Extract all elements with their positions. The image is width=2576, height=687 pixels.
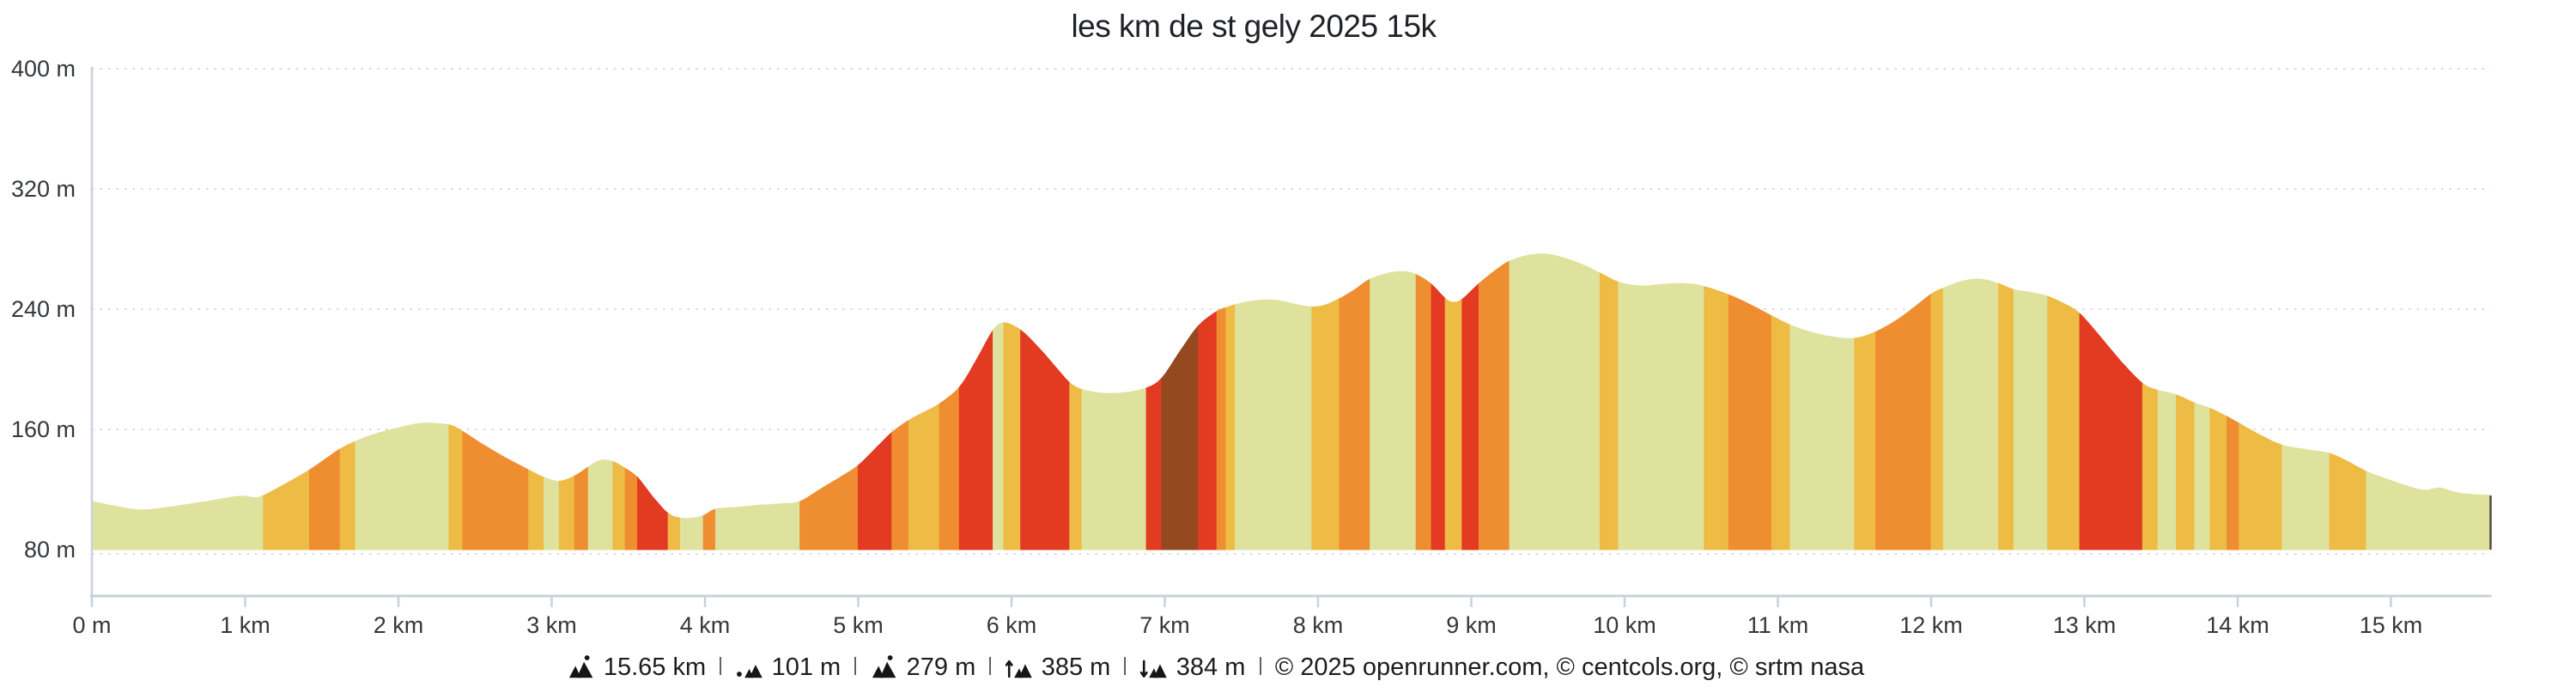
svg-text:3 km: 3 km	[526, 612, 577, 638]
separator: l	[1258, 654, 1262, 681]
max-elevation-value: 279 m	[906, 654, 976, 681]
svg-text:14 km: 14 km	[2206, 612, 2269, 638]
svg-text:8 km: 8 km	[1293, 612, 1344, 638]
chart-title: les km de st gely 2025 15k	[1071, 9, 1437, 44]
svg-text:4 km: 4 km	[680, 612, 731, 638]
svg-text:160 m: 160 m	[11, 416, 76, 442]
elevation-gain-value: 385 m	[1041, 654, 1111, 681]
distance-value: 15.65 km	[603, 654, 707, 681]
separator: l	[719, 654, 723, 681]
svg-text:80 m: 80 m	[24, 537, 76, 562]
elevation-loss-icon	[1139, 654, 1169, 682]
svg-text:2 km: 2 km	[374, 612, 424, 638]
credits-text: © 2025 openrunner.com, © centcols.org, ©…	[1274, 654, 1865, 681]
svg-text:9 km: 9 km	[1446, 612, 1497, 638]
svg-text:7 km: 7 km	[1139, 612, 1190, 638]
svg-text:15 km: 15 km	[2360, 612, 2423, 638]
separator: l	[854, 654, 858, 681]
min-elevation-value: 101 m	[771, 654, 841, 681]
elevation-loss-value: 384 m	[1176, 654, 1246, 681]
svg-text:5 km: 5 km	[833, 612, 884, 638]
svg-text:0 m: 0 m	[72, 612, 111, 638]
svg-text:240 m: 240 m	[11, 296, 76, 322]
svg-text:13 km: 13 km	[2053, 612, 2117, 638]
svg-text:320 m: 320 m	[11, 176, 76, 202]
separator: l	[988, 654, 993, 681]
svg-text:400 m: 400 m	[11, 56, 76, 82]
min-elevation-icon	[736, 654, 764, 682]
route-stats-bar: 15.65 km l 101 m l 279 m l 385	[566, 654, 1864, 682]
svg-text:10 km: 10 km	[1593, 612, 1656, 638]
svg-text:11 km: 11 km	[1747, 612, 1809, 638]
separator: l	[1123, 654, 1127, 681]
elevation-gain-icon	[1005, 654, 1034, 682]
svg-text:12 km: 12 km	[1899, 612, 1963, 638]
max-elevation-icon	[871, 654, 899, 682]
svg-text:1 km: 1 km	[220, 612, 270, 638]
distance-icon	[568, 654, 596, 682]
svg-text:6 km: 6 km	[987, 612, 1037, 638]
